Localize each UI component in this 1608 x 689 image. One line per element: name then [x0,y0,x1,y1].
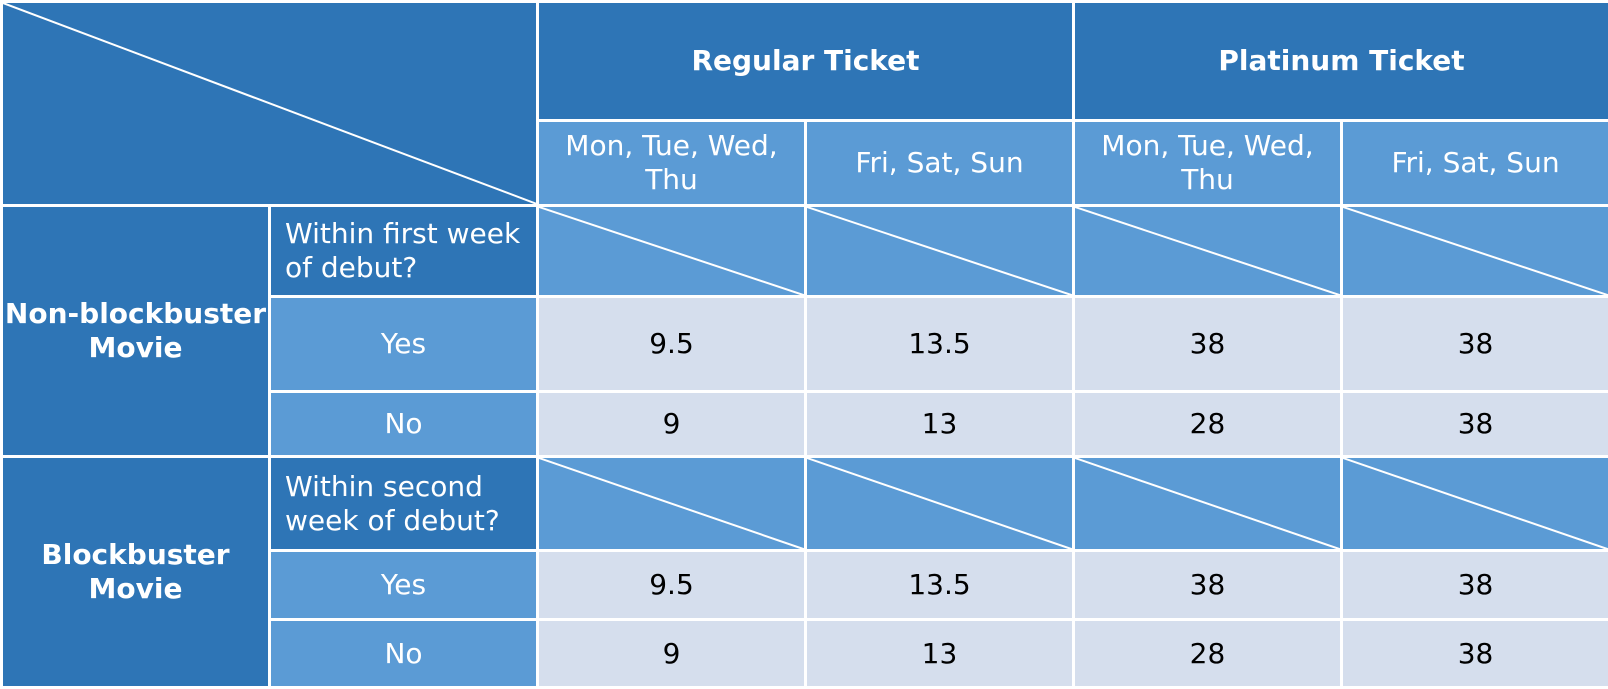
empty-diagonal-cell [1339,203,1608,298]
cell-diagonal-line [539,207,804,295]
empty-diagonal-cell [1339,454,1608,553]
price-cell: 38 [1339,618,1608,689]
platinum-ticket-header: Platinum Ticket [1071,0,1608,122]
cell-diagonal-line [807,458,1072,549]
empty-diagonal-cell [536,454,807,553]
cell-diagonal-line [539,458,804,549]
empty-diagonal-cell [804,454,1075,553]
cell-diagonal-line [807,207,1072,295]
price-cell: 13.5 [804,549,1075,622]
cell-diagonal-line [1343,207,1608,295]
price-cell: 13.5 [804,294,1075,394]
corner-diagonal-line [3,3,536,204]
empty-diagonal-cell [536,203,807,298]
row-label-yes: Yes [268,549,539,622]
day-header-regular-weekday: Mon, Tue, Wed, Thu [536,118,807,207]
price-cell: 38 [1339,390,1608,458]
price-cell: 13 [804,390,1075,458]
day-header-regular-weekend: Fri, Sat, Sun [804,118,1075,207]
row-label-no: No [268,618,539,689]
day-header-platinum-weekday: Mon, Tue, Wed, Thu [1072,118,1343,207]
price-cell: 28 [1072,618,1343,689]
price-cell: 38 [1339,549,1608,622]
price-cell: 9 [536,618,807,689]
price-cell: 9 [536,390,807,458]
empty-diagonal-cell [1072,203,1343,298]
regular-ticket-header: Regular Ticket [536,0,1075,122]
cell-diagonal-line [1343,458,1608,549]
corner-header-cell [0,0,539,207]
price-cell: 38 [1339,294,1608,394]
empty-diagonal-cell [804,203,1075,298]
empty-diagonal-cell [1072,454,1343,553]
question-first-week: Within first week of debut? [268,203,539,298]
price-cell: 38 [1072,294,1343,394]
price-cell: 38 [1072,549,1343,622]
price-cell: 9.5 [536,549,807,622]
price-cell: 13 [804,618,1075,689]
question-second-week: Within second week of debut? [268,454,539,553]
day-header-platinum-weekend: Fri, Sat, Sun [1339,118,1608,207]
row-label-no: No [268,390,539,458]
cell-diagonal-line [1075,458,1340,549]
cell-diagonal-line [1075,207,1340,295]
price-cell: 28 [1072,390,1343,458]
section-label-blockbuster: Blockbuster Movie [0,454,271,689]
price-cell: 9.5 [536,294,807,394]
row-label-yes: Yes [268,294,539,394]
section-label-non-blockbuster: Non-blockbuster Movie [0,203,271,458]
